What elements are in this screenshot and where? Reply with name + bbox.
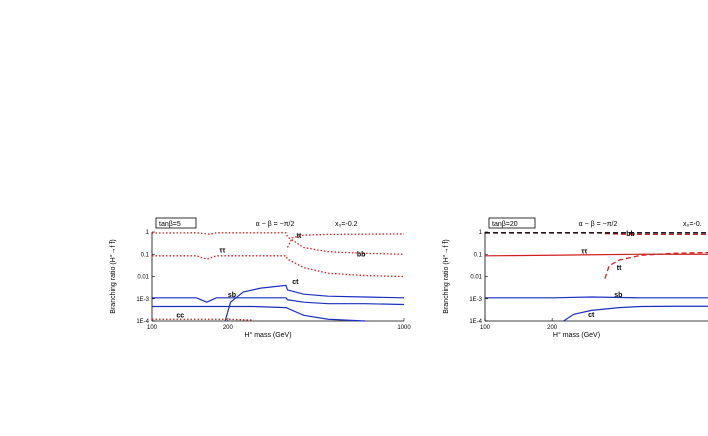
chart-header-right: x₀=-0.2 [335,221,358,228]
series-label: tt [297,233,302,240]
x-axis-label: H° mass (GeV) [553,331,600,339]
y-tick-label: 1 [479,230,483,236]
series-label: ττ [581,248,588,255]
chart-header-right: x₀=-0. [683,221,702,228]
series-line-tt [286,233,404,248]
y-tick-label: 0.01 [137,275,149,281]
series-line-unlabeled [152,305,365,322]
series-label: tt [617,265,622,272]
y-tick-label: 1 [146,230,150,236]
y-tick-label: 0.01 [470,275,482,281]
series-label: cc [176,313,184,320]
series-line-sb [485,296,708,299]
x-axis-label: H° mass (GeV) [244,331,291,339]
series-line-ct [224,284,404,322]
chart-header: α − β = −π/2 [579,221,618,228]
series-label: sb [228,292,236,299]
series-label: ττ [219,247,226,254]
tag-box [155,217,197,229]
series-label: ct [588,312,595,319]
tag-box [488,217,536,229]
series-label: ct [292,279,299,286]
y-tick-label: 0.1 [141,252,150,258]
x-tick-label: 200 [223,325,234,331]
x-tick-label: 100 [480,325,491,331]
y-axis-label: Branching ratio (H°→f f̄) [442,239,450,313]
y-tick-label: 1E-3 [136,297,149,303]
x-tick-label: 100 [147,325,158,331]
x-tick-label: 200 [547,325,558,331]
chart-header: α − β = −π/2 [256,221,295,228]
tag-label: tanβ=20 [492,221,518,228]
series-line-cc [152,318,253,321]
series-label: bb [626,231,635,238]
series-label: sb [614,292,622,299]
tag-label: tanβ=5 [159,221,181,228]
y-axis-label: Branching ratio (H°→f f̄) [109,239,117,313]
y-tick-label: 1E-4 [136,319,149,325]
x-tick-label: 1000 [397,325,411,331]
series-line-ττ [152,255,404,278]
y-tick-label: 0.1 [474,252,483,258]
series-line-tt [604,251,708,279]
y-tick-label: 1E-4 [469,319,482,325]
y-tick-label: 1E-3 [469,297,482,303]
series-line-sb [152,297,404,306]
series-label: bb [357,251,366,258]
series-line-ττ [485,253,708,257]
series-line-bb [152,232,404,255]
series-line-ct [563,305,708,322]
